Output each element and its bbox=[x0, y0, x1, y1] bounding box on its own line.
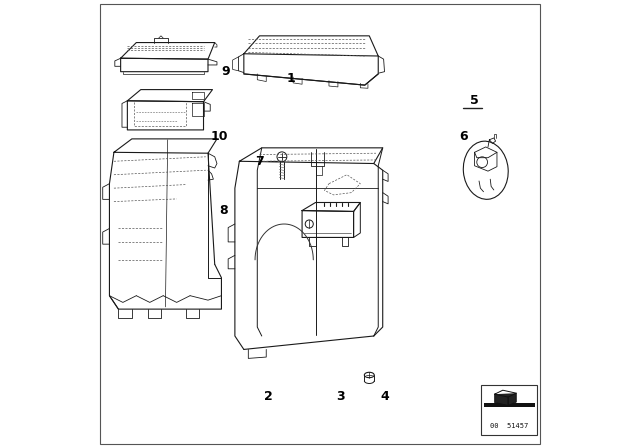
Polygon shape bbox=[495, 393, 516, 405]
Text: 00  51457: 00 51457 bbox=[490, 423, 529, 429]
Text: 9: 9 bbox=[221, 65, 230, 78]
Text: 3: 3 bbox=[336, 390, 344, 403]
Text: 4: 4 bbox=[381, 390, 389, 403]
Text: 6: 6 bbox=[459, 130, 468, 143]
Text: 2: 2 bbox=[264, 390, 273, 403]
Text: 8: 8 bbox=[220, 204, 228, 217]
Text: 10: 10 bbox=[211, 130, 228, 143]
Bar bbox=[484, 403, 535, 408]
Text: 5: 5 bbox=[470, 94, 479, 108]
Text: 1: 1 bbox=[287, 72, 295, 85]
Text: 7: 7 bbox=[255, 155, 264, 168]
Bar bbox=[481, 385, 538, 435]
